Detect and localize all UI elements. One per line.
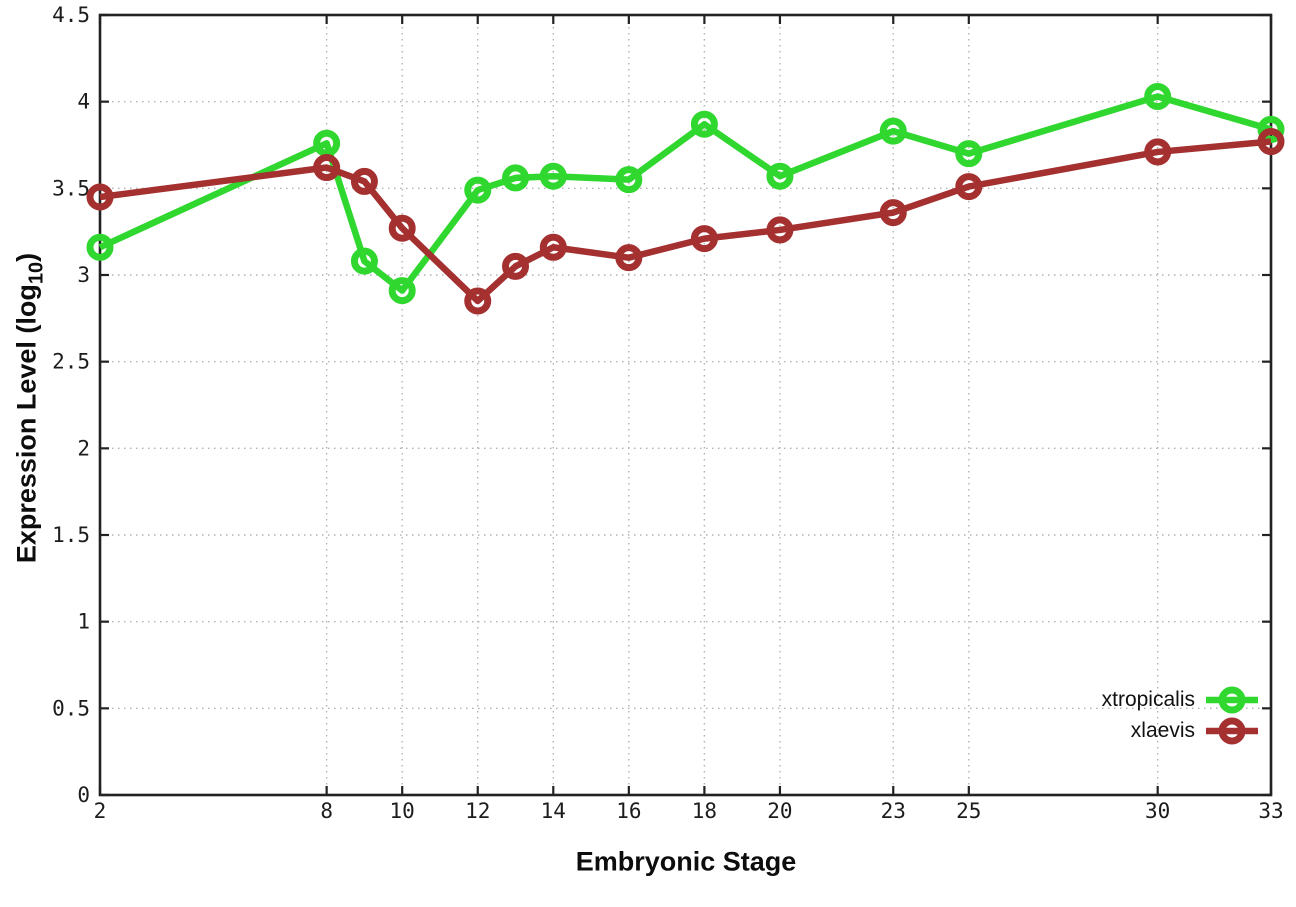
y-tick-label: 1.5 <box>52 523 90 547</box>
legend-marker-xlaevis-icon <box>1206 717 1258 744</box>
y-tick-label: 3 <box>77 263 90 287</box>
series-xlaevis-point <box>539 233 567 261</box>
series-xlaevis-point <box>313 154 341 182</box>
series-xtropicalis-point <box>350 247 378 275</box>
series-xtropicalis-point <box>86 233 114 261</box>
series-xtropicalis-point <box>502 164 530 192</box>
series-xtropicalis-point <box>1257 115 1285 143</box>
series-xtropicalis-point <box>879 117 907 145</box>
series-xlaevis-point <box>464 287 492 315</box>
series-xlaevis-point <box>388 214 416 242</box>
x-tick-label: 10 <box>390 799 415 823</box>
series-xtropicalis-point <box>615 166 643 194</box>
series-xtropicalis-point <box>539 162 567 190</box>
y-tick-label: 3.5 <box>52 176 90 200</box>
series-xtropicalis-point <box>313 129 341 157</box>
x-tick-label: 18 <box>692 799 717 823</box>
series-xtropicalis-point <box>690 110 718 138</box>
series-xlaevis-point <box>615 244 643 272</box>
series-xlaevis-point <box>879 199 907 227</box>
legend-item-xlaevis: xlaevis <box>1102 715 1260 746</box>
x-tick-label: 30 <box>1145 799 1170 823</box>
x-tick-label: 23 <box>881 799 906 823</box>
series-xtropicalis-point <box>1144 82 1172 110</box>
x-tick-label: 2 <box>94 799 107 823</box>
y-axis-title-suffix: ) <box>11 252 42 262</box>
y-tick-label: 0.5 <box>52 696 90 720</box>
y-axis-title: Expression Level (log10) <box>12 253 49 563</box>
series-xtropicalis-point <box>464 176 492 204</box>
y-tick-label: 2.5 <box>52 350 90 374</box>
series-xlaevis-point <box>766 216 794 244</box>
legend-item-xtropicalis: xtropicalis <box>1102 684 1260 715</box>
series-xlaevis-point <box>690 225 718 253</box>
y-tick-label: 4.5 <box>52 3 90 27</box>
series-xlaevis-point <box>86 183 114 211</box>
series-xtropicalis-point <box>955 140 983 168</box>
legend-marker-xtropicalis-icon <box>1206 686 1258 713</box>
series-xlaevis-point <box>350 167 378 195</box>
plot-border <box>98 13 1273 797</box>
x-tick-label: 25 <box>956 799 981 823</box>
legend: xtropicalis xlaevis <box>1102 684 1260 746</box>
legend-label-xlaevis: xlaevis <box>1130 719 1195 742</box>
series-xlaevis-point <box>955 173 983 201</box>
x-tick-label: 16 <box>616 799 641 823</box>
series-xtropicalis-line <box>98 93 1272 294</box>
x-tick-label: 14 <box>541 799 566 823</box>
y-tick-label: 4 <box>77 90 90 114</box>
series-xtropicalis-point <box>766 162 794 190</box>
x-tick-label: 33 <box>1258 799 1283 823</box>
y-tick-label: 0 <box>77 783 90 807</box>
x-tick-label: 12 <box>465 799 490 823</box>
series-xtropicalis-point <box>388 277 416 305</box>
x-tick-label: 8 <box>320 799 333 823</box>
x-axis-title: Embryonic Stage <box>575 846 797 877</box>
series-xlaevis-point <box>502 252 530 280</box>
y-tick-label: 1 <box>77 610 90 634</box>
x-tick-label: 20 <box>767 799 792 823</box>
legend-label-xtropicalis: xtropicalis <box>1101 688 1195 711</box>
series-xlaevis-point <box>1144 138 1172 166</box>
y-axis-title-subscript: 10 <box>25 261 48 285</box>
y-tick-label: 2 <box>77 436 90 460</box>
y-axis-title-text: Expression Level (log <box>11 284 42 564</box>
series-xlaevis-point <box>1257 128 1285 156</box>
